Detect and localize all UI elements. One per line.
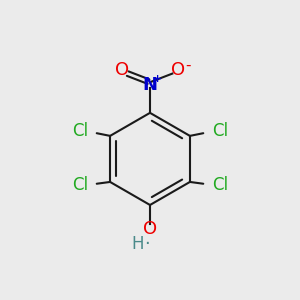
Text: O: O [115,61,129,79]
Text: N: N [142,76,158,94]
Text: +: + [152,74,162,84]
Text: Cl: Cl [72,122,88,140]
Text: O: O [171,61,185,79]
Text: ·: · [144,235,150,253]
Text: Cl: Cl [212,122,228,140]
Text: O: O [143,220,157,238]
Text: Cl: Cl [72,176,88,194]
Text: -: - [185,58,190,73]
Text: H: H [131,235,144,253]
Text: Cl: Cl [212,176,228,194]
